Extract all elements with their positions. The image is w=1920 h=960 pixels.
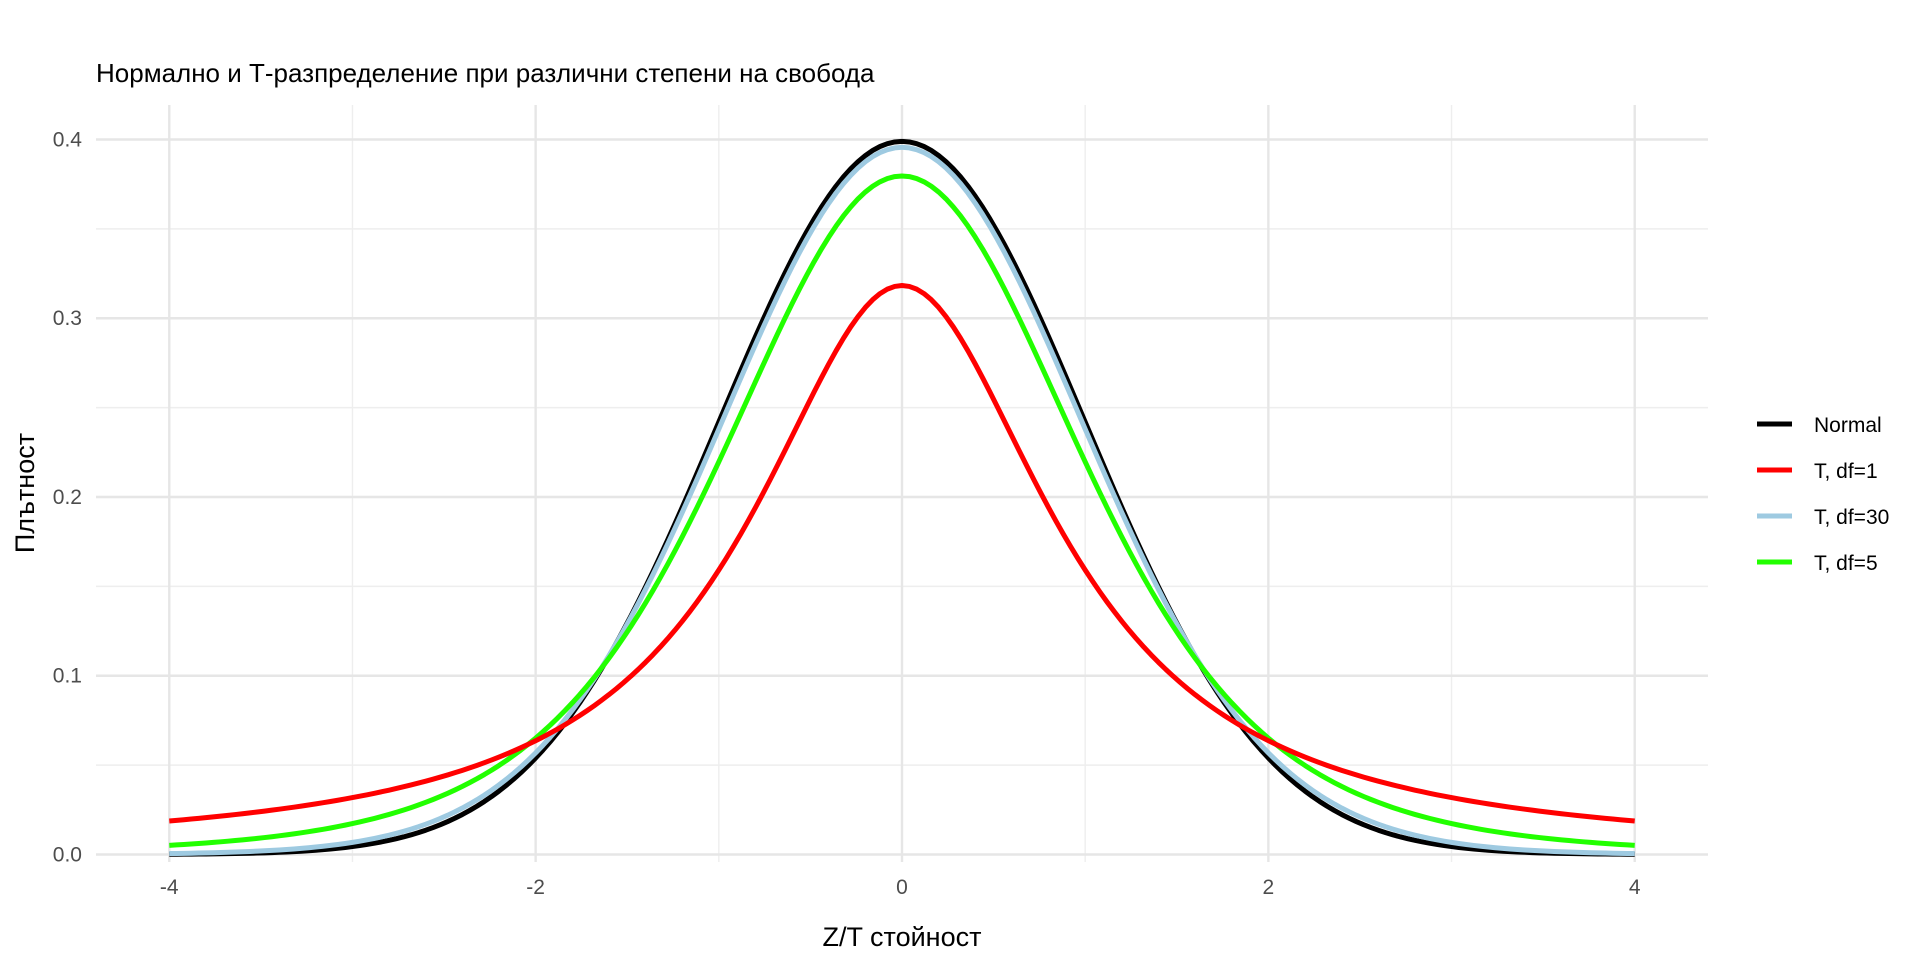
legend-item-t-df30: T, df=30 [1757,506,1889,529]
series-line-normal [169,138,1635,857]
y-tick-label: 0.4 [53,128,83,151]
legend-label-t-df1: T, df=1 [1814,460,1878,483]
series-line-t-df-5 [169,173,1635,848]
legend-label-t-df5: T, df=5 [1814,552,1878,575]
major-gridlines [96,105,1708,862]
legend-label-normal: Normal [1814,414,1882,437]
y-tick-label: 0.1 [53,665,82,688]
legend-item-t-df1: T, df=1 [1757,460,1878,483]
x-tick-label: -2 [526,876,545,899]
legend-label-t-df30: T, df=30 [1814,506,1889,529]
chart-title: Нормално и Т-разпределение при различни … [96,58,875,88]
legend-item-normal: Normal [1757,414,1882,437]
x-tick-label: 4 [1629,876,1641,899]
series-line-t-df-1 [169,283,1635,824]
y-axis-title: Плътност [10,433,40,553]
legend: Normal T, df=1 T, df=30 T, df=5 [1757,414,1889,575]
x-tick-label: 0 [896,876,908,899]
y-tick-label: 0.2 [53,486,82,509]
plot-curves [169,138,1635,857]
y-tick-label: 0.3 [53,307,82,330]
x-axis-title: Z/T стойност [823,922,982,952]
y-tick-label: 0.0 [53,843,82,866]
x-tick-label: 2 [1263,876,1275,899]
y-axis-tick-labels: 0.0 0.1 0.2 0.3 0.4 [53,128,83,866]
x-tick-label: -4 [160,876,179,899]
x-axis-tick-labels: -4 -2 0 2 4 [160,876,1641,899]
series-line-t-df-30 [169,144,1635,857]
legend-item-t-df5: T, df=5 [1757,552,1878,575]
